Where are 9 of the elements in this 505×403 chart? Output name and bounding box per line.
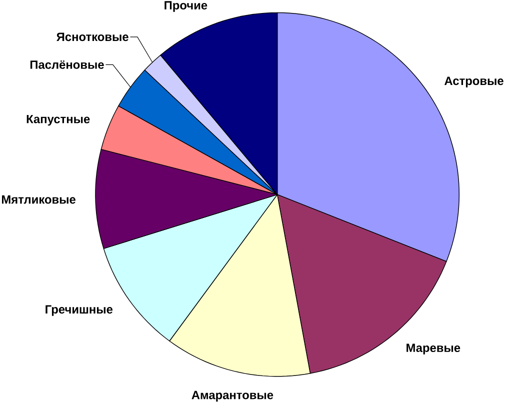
slice-label: Яснотковые xyxy=(56,32,128,42)
slice-label: Маревые xyxy=(406,344,460,355)
slice-label: Прочие xyxy=(164,1,208,12)
slice-label: Мятликовые xyxy=(2,196,76,204)
slice-label: Гречишные xyxy=(46,305,113,316)
slice-label: Капустные xyxy=(26,115,90,126)
slice-label: Амарантовые xyxy=(192,391,274,402)
slice-label: Паслёновые xyxy=(30,60,104,70)
slice-label: Астровые xyxy=(444,76,504,88)
